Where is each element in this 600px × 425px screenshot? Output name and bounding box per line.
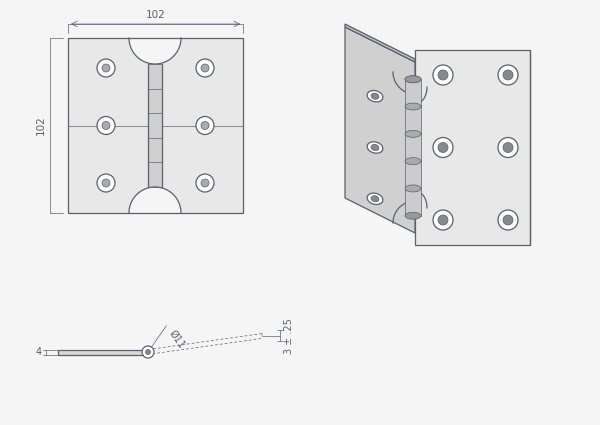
Ellipse shape: [405, 76, 421, 83]
Ellipse shape: [405, 185, 421, 192]
Circle shape: [433, 138, 453, 158]
Ellipse shape: [405, 130, 421, 137]
Polygon shape: [129, 38, 181, 64]
Circle shape: [97, 59, 115, 77]
Ellipse shape: [371, 196, 379, 202]
Circle shape: [196, 59, 214, 77]
Circle shape: [433, 210, 453, 230]
Circle shape: [142, 346, 154, 358]
Circle shape: [102, 64, 110, 72]
Bar: [68, 38, 243, 213]
Circle shape: [146, 349, 151, 354]
Circle shape: [438, 142, 448, 153]
Wedge shape: [129, 38, 181, 64]
Circle shape: [97, 174, 115, 192]
Circle shape: [503, 215, 513, 225]
Text: 102: 102: [36, 116, 46, 136]
Ellipse shape: [405, 76, 421, 83]
Ellipse shape: [367, 142, 383, 153]
Circle shape: [97, 116, 115, 134]
Ellipse shape: [405, 158, 421, 164]
Ellipse shape: [405, 212, 421, 219]
Circle shape: [433, 65, 453, 85]
Circle shape: [196, 174, 214, 192]
Circle shape: [196, 116, 214, 134]
Bar: [148, 64, 162, 187]
Circle shape: [201, 64, 209, 72]
Bar: [405, 107, 421, 134]
Bar: [68, 38, 243, 213]
Circle shape: [102, 122, 110, 130]
Circle shape: [438, 70, 448, 80]
Ellipse shape: [371, 144, 379, 150]
Ellipse shape: [371, 93, 379, 99]
Circle shape: [438, 215, 448, 225]
Bar: [405, 134, 421, 161]
Bar: [405, 161, 421, 188]
Polygon shape: [415, 50, 530, 245]
Circle shape: [503, 142, 513, 153]
Text: 4: 4: [36, 347, 42, 357]
Ellipse shape: [405, 103, 421, 110]
Circle shape: [503, 70, 513, 80]
Circle shape: [102, 179, 110, 187]
Circle shape: [201, 122, 209, 130]
Circle shape: [498, 138, 518, 158]
Ellipse shape: [367, 193, 383, 204]
Bar: [405, 188, 421, 216]
Ellipse shape: [367, 91, 383, 102]
Text: 3 ± .25: 3 ± .25: [284, 318, 294, 354]
Text: Ø11: Ø11: [167, 329, 187, 351]
Polygon shape: [345, 27, 415, 233]
Polygon shape: [58, 349, 148, 354]
Text: 102: 102: [146, 10, 166, 20]
Polygon shape: [345, 24, 415, 62]
Circle shape: [498, 65, 518, 85]
Circle shape: [201, 179, 209, 187]
Circle shape: [498, 210, 518, 230]
Bar: [405, 79, 421, 107]
Polygon shape: [129, 187, 181, 213]
